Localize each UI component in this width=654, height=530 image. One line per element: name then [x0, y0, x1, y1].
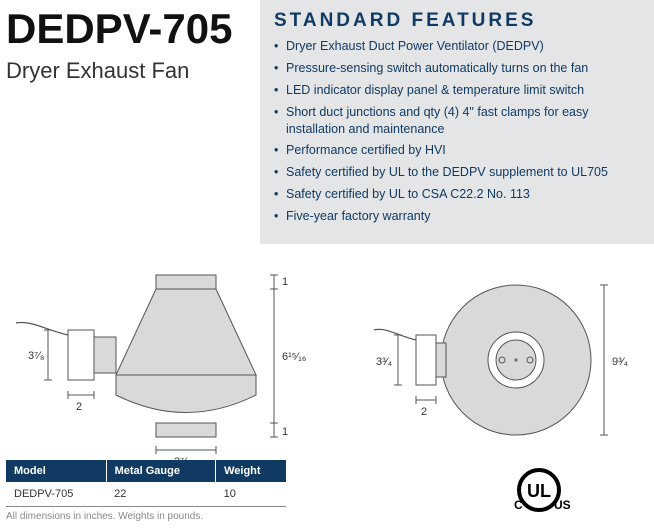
feature-item: Performance certified by HVI: [274, 142, 640, 159]
features-heading: STANDARD FEATURES: [274, 10, 640, 32]
diagrams: 3⁷⁄₈ 2 3⁷⁄₈ 1 6¹⁵⁄₁₆ 1: [6, 265, 648, 455]
model-title: DEDPV-705: [6, 8, 260, 50]
dim-side-left-h: 3⁷⁄₈: [28, 350, 45, 362]
features-box: STANDARD FEATURES Dryer Exhaust Duct Pow…: [260, 0, 654, 244]
title-block: DEDPV-705 Dryer Exhaust Fan: [0, 0, 260, 244]
features-list: Dryer Exhaust Duct Power Ventilator (DED…: [274, 38, 640, 225]
th-weight: Weight: [216, 460, 286, 482]
th-gauge: Metal Gauge: [106, 460, 216, 482]
td-gauge: 22: [106, 482, 216, 507]
td-weight: 10: [216, 482, 286, 507]
feature-item: Dryer Exhaust Duct Power Ventilator (DED…: [274, 38, 640, 55]
subtitle: Dryer Exhaust Fan: [6, 58, 260, 84]
dim-side-right-mid: 6¹⁵⁄₁₆: [282, 351, 306, 363]
ul-cert-logo: UL C US: [504, 465, 574, 520]
feature-item: LED indicator display panel & temperatur…: [274, 82, 640, 99]
svg-text:US: US: [554, 498, 571, 512]
feature-item: Safety certified by UL to the DEDPV supp…: [274, 164, 640, 181]
table-row: DEDPV-705 22 10: [6, 482, 286, 507]
dim-front-left-h: 3³⁄₄: [376, 356, 393, 368]
feature-item: Five-year factory warranty: [274, 208, 640, 225]
spec-table: Model Metal Gauge Weight DEDPV-705 22 10…: [6, 460, 286, 522]
td-model: DEDPV-705: [6, 482, 106, 507]
feature-item: Safety certified by UL to CSA C22.2 No. …: [274, 186, 640, 203]
svg-text:C: C: [514, 498, 523, 512]
svg-text:UL: UL: [527, 481, 551, 501]
feature-item: Short duct junctions and qty (4) 4" fast…: [274, 104, 640, 138]
dim-front-diameter: 9³⁄₄: [612, 356, 629, 368]
dim-front-left-w: 2: [421, 406, 427, 418]
dim-side-right-top: 1: [282, 276, 288, 288]
front-view: 3³⁄₄ 2 9³⁄₄: [374, 285, 629, 435]
side-view: 3⁷⁄₈ 2 3⁷⁄₈ 1 6¹⁵⁄₁₆ 1: [16, 275, 306, 465]
feature-item: Pressure-sensing switch automatically tu…: [274, 60, 640, 77]
dim-side-right-bot: 1: [282, 426, 288, 438]
th-model: Model: [6, 460, 106, 482]
footnote: All dimensions in inches. Weights in pou…: [6, 511, 286, 522]
dim-side-left-w: 2: [76, 401, 82, 413]
